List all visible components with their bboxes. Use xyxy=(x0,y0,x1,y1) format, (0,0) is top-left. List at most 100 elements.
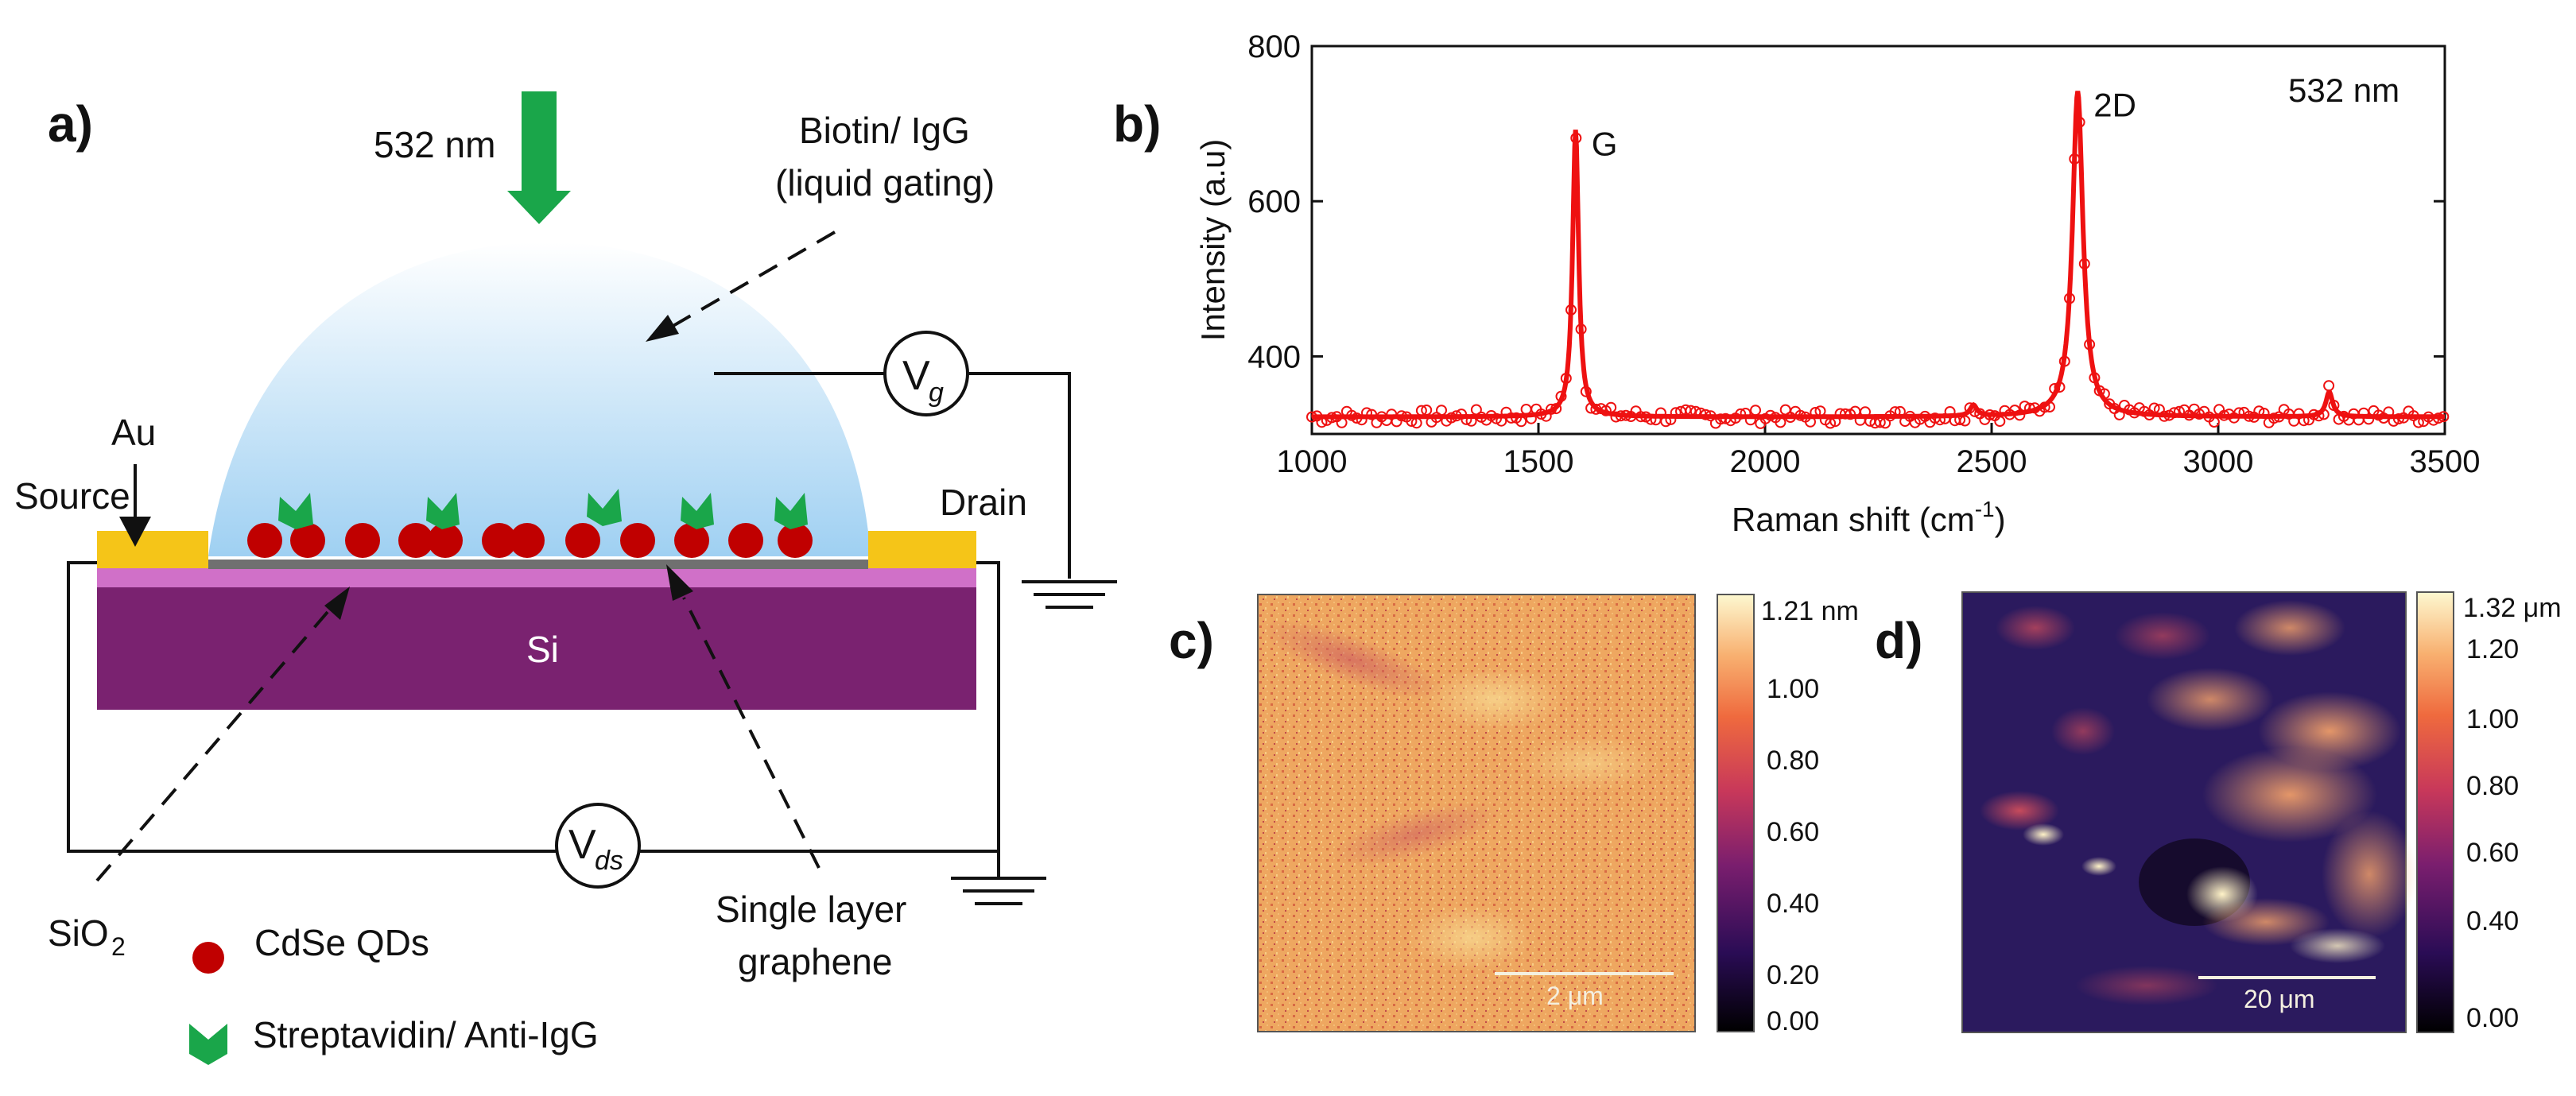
x-tick-label: 1000 xyxy=(1277,444,1348,479)
colorbar-c-tick: 0.80 xyxy=(1767,746,1819,776)
x-axis-label: Raman shift (cm-1) xyxy=(1732,497,2006,538)
electrolyte-label: Biotin/ IgG xyxy=(799,110,970,151)
afm-image-c: 2 μm xyxy=(1257,594,1696,1032)
graphene-pointer-arrowhead xyxy=(666,564,693,601)
panel-label-a: a) xyxy=(48,95,93,153)
protein-chevron-icon xyxy=(774,493,808,529)
protein-chevron-icon xyxy=(681,493,714,529)
qd-particle xyxy=(398,523,433,558)
panel-label-d: d) xyxy=(1875,612,1922,669)
colorbar-d-max: 1.32 μm xyxy=(2463,593,2562,623)
qd-particle xyxy=(345,523,380,558)
electrolyte-note: (liquid gating) xyxy=(775,162,995,203)
legend-protein-label: Streptavidin/ Anti-IgG xyxy=(253,1014,599,1055)
qd-particle xyxy=(565,523,600,558)
qd-particle xyxy=(778,523,813,558)
x-axis-label-end: ) xyxy=(1995,501,2006,538)
panel-label-c: c) xyxy=(1169,612,1214,669)
x-tick-label: 3000 xyxy=(2183,444,2254,479)
drain-electrode xyxy=(868,531,976,568)
x-tick-label: 2500 xyxy=(1957,444,2027,479)
legend-qd-label: CdSe QDs xyxy=(254,922,429,963)
colorbar-c-max: 1.21 nm xyxy=(1761,596,1859,626)
ds-voltage-source xyxy=(555,803,641,889)
data-point xyxy=(1371,416,1383,428)
x-tick-label: 3500 xyxy=(2410,444,2481,479)
protein-chevron-icon xyxy=(587,489,622,526)
source-label: Source xyxy=(14,475,130,517)
sio2-label: SiO xyxy=(48,912,109,954)
colorbar-d-tick: 1.00 xyxy=(2466,704,2519,734)
electrolyte-pointer-arrowhead xyxy=(646,315,679,342)
protein-markers xyxy=(278,489,808,529)
si-label: Si xyxy=(526,629,559,670)
protein-chevron-icon xyxy=(278,493,313,529)
colorbar-d-tick: 1.20 xyxy=(2466,634,2519,664)
y-tick-labels: 400 600 800 xyxy=(1247,29,1301,374)
scalebar-c-label: 2 μm xyxy=(1546,982,1604,1010)
data-point xyxy=(1436,405,1447,416)
gate-voltage-subscript: g xyxy=(929,378,944,408)
colorbar-d-tick: 0.40 xyxy=(2466,906,2519,936)
graphene-label-line1: Single layer xyxy=(716,889,906,930)
colorbar-c-tick: 0.20 xyxy=(1767,960,1819,990)
qd-particles xyxy=(247,523,813,558)
x-axis-label-main: Raman shift (cm xyxy=(1732,501,1975,538)
data-markers xyxy=(1306,116,2450,429)
colorbar-d-tick: 0.60 xyxy=(2466,838,2519,868)
x-tick-label: 1500 xyxy=(1503,444,1574,479)
source-electrode xyxy=(97,531,208,568)
data-point xyxy=(1750,405,1761,416)
qd-particle xyxy=(620,523,655,558)
sio2-subscript: 2 xyxy=(111,932,126,961)
data-point xyxy=(2213,404,2225,416)
qd-particle xyxy=(482,523,517,558)
au-pointer-arrowhead xyxy=(119,517,151,547)
graphene-layer xyxy=(208,560,868,569)
electrolyte-dome xyxy=(208,242,871,556)
laser-wavelength-label: 532 nm xyxy=(374,124,495,165)
x-axis-label-sup: -1 xyxy=(1975,497,1995,521)
colorbar-d-tick: 0.80 xyxy=(2466,771,2519,801)
colorbar-d: 1.32 μm 1.20 1.00 0.80 0.60 0.40 0.00 xyxy=(2416,591,2562,1033)
data-point xyxy=(2323,380,2335,392)
y-tick-label: 400 xyxy=(1247,339,1301,374)
data-point xyxy=(1336,416,1348,428)
axis-ticks xyxy=(1310,45,2446,434)
data-point xyxy=(1520,404,1532,415)
qd-particle xyxy=(674,523,709,558)
gate-voltage-label: V xyxy=(902,353,930,399)
colorbar-c: 1.21 nm 1.00 0.80 0.60 0.40 0.20 0.00 xyxy=(1717,594,1859,1036)
protein-chevron-icon xyxy=(426,493,460,529)
peak-label: 2D xyxy=(2093,87,2136,124)
x-tick-labels: 1000 1500 2000 2500 3000 3500 xyxy=(1277,444,2481,479)
y-tick-label: 600 xyxy=(1247,184,1301,219)
sio2-pointer-arrowhead xyxy=(324,587,350,620)
colorbar-c-tick: 0.40 xyxy=(1767,889,1819,919)
qd-particle xyxy=(428,523,463,558)
colorbar-c-tick: 0.00 xyxy=(1767,1006,1819,1036)
ds-voltage-subscript: ds xyxy=(595,846,623,876)
y-tick-label: 800 xyxy=(1247,29,1301,64)
legend-qd-swatch xyxy=(192,942,224,974)
plot-frame xyxy=(1310,45,2446,436)
legend-protein-chevron-icon xyxy=(189,1024,227,1065)
peak-label: G xyxy=(1592,125,1618,162)
afm-image-d: 20 μm xyxy=(1961,591,2417,1033)
x-tick-label: 2000 xyxy=(1730,444,1801,479)
sio2-layer xyxy=(97,568,976,587)
au-label: Au xyxy=(111,412,156,453)
colorbar-c-tick: 0.60 xyxy=(1767,817,1819,847)
peak-labels: G 2D xyxy=(1592,87,2136,163)
drain-label: Drain xyxy=(940,482,1027,523)
ds-voltage-label: V xyxy=(568,822,596,868)
graphene-label-line2: graphene xyxy=(738,941,892,982)
gate-ground-icon xyxy=(1022,580,1117,609)
qd-particle xyxy=(290,523,325,558)
chart-annotation: 532 nm xyxy=(2288,72,2399,109)
scalebar-d-label: 20 μm xyxy=(2244,985,2315,1013)
si-substrate xyxy=(97,587,976,710)
ds-ground-icon xyxy=(951,851,1046,905)
panel-label-b: b) xyxy=(1113,95,1161,153)
